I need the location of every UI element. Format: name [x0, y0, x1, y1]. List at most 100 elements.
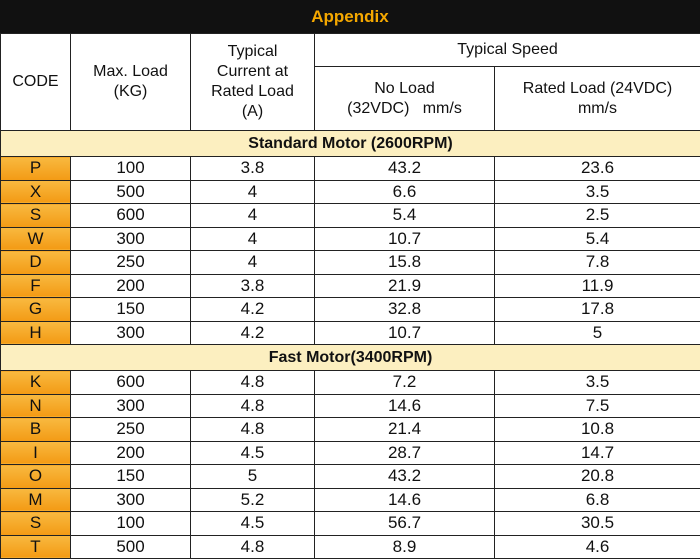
data-cell: 15.8 — [315, 251, 495, 275]
data-cell: 5 — [495, 321, 700, 345]
code-cell: S — [1, 204, 71, 228]
data-cell: 7.5 — [495, 394, 700, 418]
data-cell: 7.8 — [495, 251, 700, 275]
data-cell: 6.6 — [315, 180, 495, 204]
code-cell: S — [1, 512, 71, 536]
data-cell: 250 — [71, 251, 191, 275]
header-line: (32VDC) mm/s — [315, 99, 494, 119]
data-cell: 7.2 — [315, 371, 495, 395]
data-cell: 250 — [71, 418, 191, 442]
data-cell: 200 — [71, 441, 191, 465]
title: Appendix — [0, 0, 700, 33]
code-cell: F — [1, 274, 71, 298]
header-line: Typical — [191, 42, 314, 62]
data-cell: 14.6 — [315, 394, 495, 418]
header-speed: Typical Speed — [315, 34, 700, 67]
data-cell: 10.7 — [315, 321, 495, 345]
data-cell: 4.2 — [191, 298, 315, 322]
header-line: (KG) — [71, 82, 190, 102]
code-cell: H — [1, 321, 71, 345]
data-cell: 600 — [71, 204, 191, 228]
data-cell: 11.9 — [495, 274, 700, 298]
header-line: Rated Load (24VDC) — [495, 79, 700, 99]
data-cell: 4 — [191, 227, 315, 251]
data-cell: 8.9 — [315, 535, 495, 559]
data-cell: 4.5 — [191, 441, 315, 465]
header-line: No Load — [315, 79, 494, 99]
header-line: Max. Load — [71, 62, 190, 82]
code-cell: X — [1, 180, 71, 204]
header-code: CODE — [1, 34, 71, 131]
data-cell: 4.2 — [191, 321, 315, 345]
header-rated-load: Rated Load (24VDC)mm/s — [495, 67, 700, 131]
data-cell: 3.8 — [191, 157, 315, 181]
data-cell: 32.8 — [315, 298, 495, 322]
header-max-load: Max. Load(KG) — [71, 34, 191, 131]
data-cell: 4 — [191, 180, 315, 204]
data-cell: 6.8 — [495, 488, 700, 512]
data-cell: 5.2 — [191, 488, 315, 512]
data-cell: 5 — [191, 465, 315, 489]
section-row: Fast Motor(3400RPM) — [1, 345, 700, 371]
section-title: Fast Motor(3400RPM) — [1, 345, 700, 371]
header-line: Current at — [191, 62, 314, 82]
code-cell: I — [1, 441, 71, 465]
data-cell: 200 — [71, 274, 191, 298]
data-cell: 21.9 — [315, 274, 495, 298]
section-title: Standard Motor (2600RPM) — [1, 131, 700, 157]
data-cell: 100 — [71, 157, 191, 181]
data-cell: 43.2 — [315, 157, 495, 181]
header-no-load: No Load(32VDC) mm/s — [315, 67, 495, 131]
data-cell: 4.8 — [191, 371, 315, 395]
data-cell: 500 — [71, 535, 191, 559]
data-cell: 56.7 — [315, 512, 495, 536]
data-cell: 300 — [71, 394, 191, 418]
data-cell: 100 — [71, 512, 191, 536]
data-cell: 17.8 — [495, 298, 700, 322]
data-cell: 3.5 — [495, 180, 700, 204]
code-cell: T — [1, 535, 71, 559]
data-cell: 300 — [71, 227, 191, 251]
data-cell: 14.6 — [315, 488, 495, 512]
data-cell: 3.8 — [191, 274, 315, 298]
code-cell: W — [1, 227, 71, 251]
data-cell: 14.7 — [495, 441, 700, 465]
data-cell: 28.7 — [315, 441, 495, 465]
header-line: Typical Speed — [315, 40, 700, 60]
data-cell: 150 — [71, 465, 191, 489]
data-cell: 4 — [191, 204, 315, 228]
header-line: CODE — [1, 72, 70, 92]
data-cell: 10.8 — [495, 418, 700, 442]
data-cell: 23.6 — [495, 157, 700, 181]
data-cell: 300 — [71, 321, 191, 345]
data-cell: 10.7 — [315, 227, 495, 251]
data-cell: 4.6 — [495, 535, 700, 559]
data-cell: 43.2 — [315, 465, 495, 489]
data-cell: 4.8 — [191, 535, 315, 559]
code-cell: M — [1, 488, 71, 512]
data-cell: 5.4 — [315, 204, 495, 228]
header-line: (A) — [191, 102, 314, 122]
data-cell: 30.5 — [495, 512, 700, 536]
code-cell: N — [1, 394, 71, 418]
code-cell: B — [1, 418, 71, 442]
header-line: Rated Load — [191, 82, 314, 102]
code-cell: D — [1, 251, 71, 275]
data-cell: 150 — [71, 298, 191, 322]
code-cell: G — [1, 298, 71, 322]
code-cell: K — [1, 371, 71, 395]
